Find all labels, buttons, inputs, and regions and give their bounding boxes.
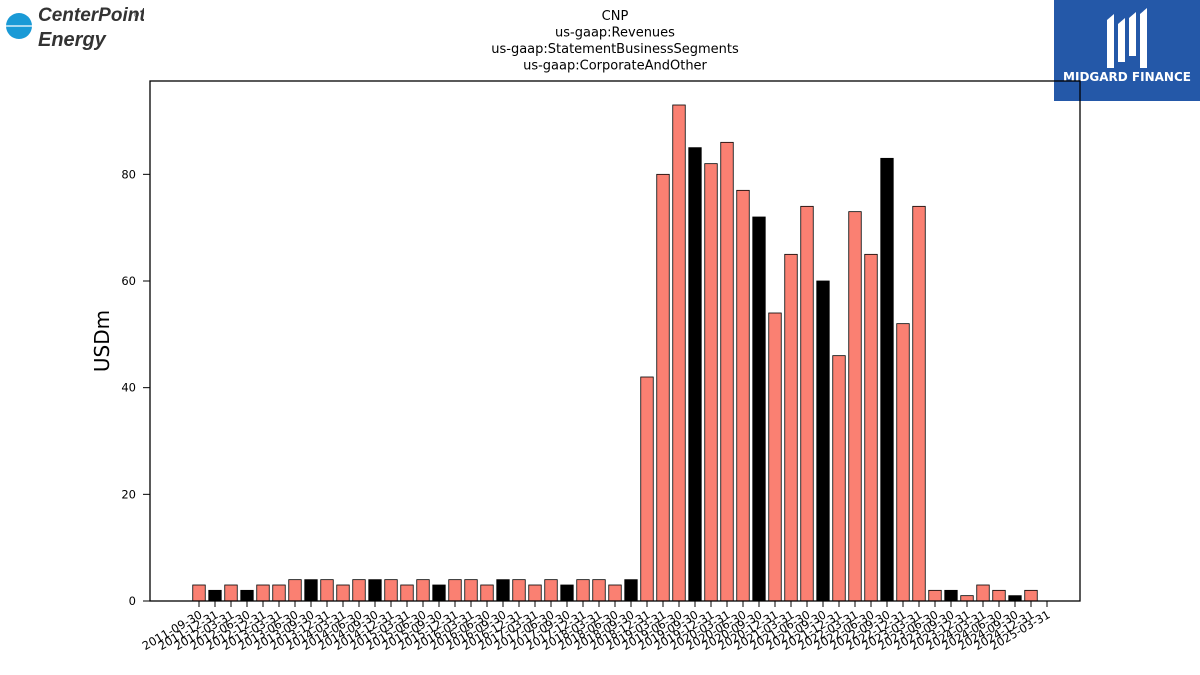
bar	[576, 579, 590, 602]
chart-title: CNP us-gaap:Revenuesus-gaap:StatementBusi…	[491, 9, 739, 74]
logo-registered-mark: ®	[133, 11, 140, 19]
plot-frame	[149, 80, 1081, 602]
bar	[928, 589, 942, 602]
bar	[768, 312, 782, 602]
bars-layer	[192, 104, 1038, 602]
bar	[896, 323, 910, 602]
bar	[320, 579, 334, 602]
bar	[944, 589, 958, 602]
bar	[528, 584, 542, 602]
logo-line1: CenterPoint	[38, 5, 144, 26]
bar	[800, 205, 814, 602]
bar	[496, 579, 510, 602]
bar	[880, 157, 894, 602]
bar	[240, 589, 254, 602]
bar	[272, 584, 286, 602]
bar	[608, 584, 622, 602]
bar	[208, 589, 222, 602]
bar	[448, 579, 462, 602]
bar	[560, 584, 574, 602]
bar	[688, 147, 702, 602]
y-tick-label: 0	[129, 594, 136, 608]
bar	[224, 584, 238, 602]
bar	[784, 253, 798, 602]
y-axis: 0 20 40 60 80	[121, 167, 150, 608]
bar	[592, 579, 606, 602]
bar	[1024, 589, 1038, 602]
bar	[400, 584, 414, 602]
y-tick-label: 80	[121, 167, 136, 181]
bar	[464, 579, 478, 602]
bar	[480, 584, 494, 602]
bar	[624, 579, 638, 602]
bar	[736, 189, 750, 602]
bar	[336, 584, 350, 602]
bar	[192, 584, 206, 602]
logo-line2: Energy	[38, 29, 107, 51]
chart-title-line: CNP	[602, 9, 629, 24]
logo-name: MIDGARD FINANCE	[1063, 70, 1191, 84]
x-axis: 2011-09-302011-12-312012-03-312012-06-30…	[140, 601, 1053, 653]
y-tick-label: 20	[121, 487, 136, 501]
chart-title-line: us-gaap:Revenues	[555, 26, 675, 41]
y-tick-label: 40	[121, 381, 136, 395]
bar	[432, 584, 446, 602]
bar	[640, 376, 654, 602]
bar	[384, 579, 398, 602]
bar	[832, 355, 846, 602]
bar	[672, 104, 686, 602]
bar	[1008, 595, 1022, 602]
bar	[656, 173, 670, 602]
bar	[976, 584, 990, 602]
bar	[992, 589, 1006, 602]
bar	[752, 216, 766, 602]
midgard-m-icon	[1107, 8, 1147, 68]
bar	[368, 579, 382, 602]
bar	[704, 163, 718, 602]
centerpoint-energy-logo: CenterPoint ® Energy	[6, 5, 144, 51]
midgard-finance-logo: MIDGARD FINANCE	[1054, 0, 1200, 101]
bar	[912, 205, 926, 602]
bar	[512, 579, 526, 602]
bar	[256, 584, 270, 602]
logo-background	[1054, 0, 1200, 101]
bar	[288, 579, 302, 602]
bar	[816, 280, 830, 602]
bar	[960, 595, 974, 602]
chart-title-line: us-gaap:StatementBusinessSegments	[491, 42, 739, 57]
y-axis-label: USDm	[90, 310, 114, 372]
bar	[304, 579, 318, 602]
bar	[352, 579, 366, 602]
bar	[848, 211, 862, 602]
chart-title-line: us-gaap:CorporateAndOther	[523, 59, 707, 74]
bar	[864, 253, 878, 602]
bar	[720, 141, 734, 602]
bar	[416, 579, 430, 602]
y-tick-label: 60	[121, 274, 136, 288]
bar	[544, 579, 558, 602]
